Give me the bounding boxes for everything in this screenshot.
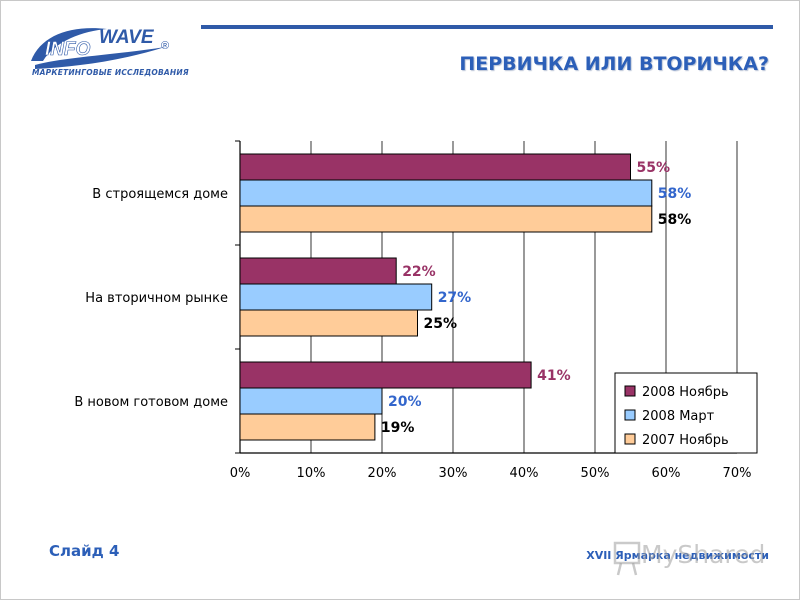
bar (239, 413, 376, 441)
x-tick-label: 0% (230, 466, 251, 481)
logo-wave-text: WAVE (99, 27, 155, 48)
bar (239, 387, 383, 415)
logo-registered-mark: ® (161, 40, 169, 52)
header-rule (201, 25, 773, 29)
bar (239, 153, 631, 181)
data-label: 41% (537, 368, 571, 384)
bar (239, 205, 653, 233)
page-title: ПЕРВИЧКА ИЛИ ВТОРИЧКА? (459, 53, 769, 75)
data-label: 58% (658, 212, 692, 228)
legend-swatch (624, 385, 636, 397)
category-label: В строящемся доме (92, 187, 228, 202)
logo-subtitle: МАРКЕТИНГОВЫЕ ИССЛЕДОВАНИЯ (32, 68, 189, 77)
event-label: XVII Ярмарка недвижимости (586, 549, 769, 562)
legend-label: 2007 Ноябрь (642, 433, 729, 448)
logo-info-text: INFO (45, 39, 91, 60)
data-label: 55% (637, 160, 671, 176)
bar (239, 283, 433, 311)
data-label: 19% (381, 420, 415, 436)
x-tick-label: 50% (581, 466, 610, 481)
category-label: В новом готовом доме (74, 395, 228, 410)
infowave-logo: INFO WAVE ® (31, 27, 169, 69)
legend-swatch (624, 433, 636, 445)
logo-swoosh (31, 28, 107, 61)
x-tick-label: 60% (652, 466, 681, 481)
x-tick-label: 40% (510, 466, 539, 481)
category-label: На вторичном рынке (85, 291, 228, 306)
legend-label: 2008 Ноябрь (642, 385, 729, 400)
watermark-presentation-icon (613, 541, 641, 576)
watermark-text: MyShared (641, 540, 766, 569)
legend-box (614, 372, 758, 454)
bar (239, 309, 418, 337)
bar (239, 361, 532, 389)
data-label: 22% (402, 264, 436, 280)
x-tick-label: 20% (368, 466, 397, 481)
x-tick-label: 30% (439, 466, 468, 481)
data-label: 20% (388, 394, 422, 410)
data-label: 25% (424, 316, 458, 332)
logo-swoosh-lower (35, 47, 165, 69)
data-label: 58% (658, 186, 692, 202)
x-tick-label: 10% (297, 466, 326, 481)
legend-swatch (624, 409, 636, 421)
slide-number: Слайд 4 (49, 542, 120, 560)
bar (239, 179, 653, 207)
data-label: 27% (438, 290, 472, 306)
legend-label: 2008 Март (642, 409, 715, 424)
bar (239, 257, 397, 285)
x-tick-label: 70% (723, 466, 752, 481)
